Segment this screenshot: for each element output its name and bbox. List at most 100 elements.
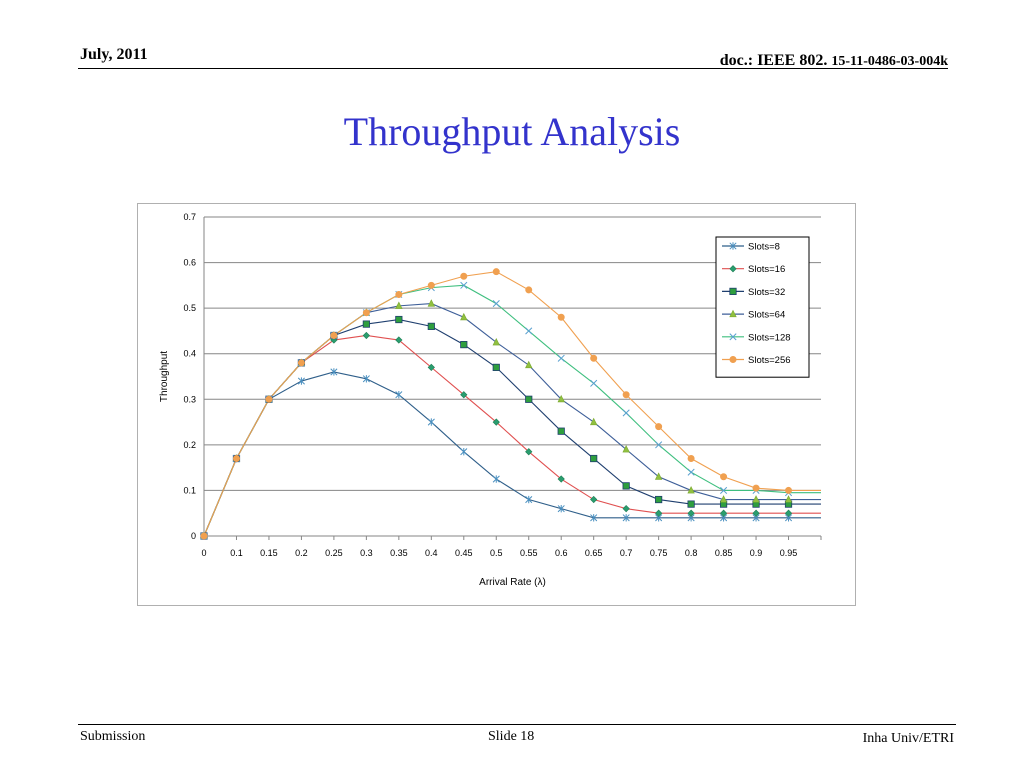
series-line-slots-16: [203, 334, 821, 537]
data-point: [720, 473, 728, 481]
data-point: [525, 395, 533, 403]
data-point: [557, 313, 565, 321]
x-axis-label: Arrival Rate (λ): [479, 577, 546, 588]
y-tick-label: 0.5: [183, 303, 196, 313]
y-tick-label: 0.4: [183, 349, 196, 359]
data-point: [362, 309, 370, 317]
y-tick-label: 0.3: [183, 394, 196, 404]
data-point: [492, 300, 500, 308]
data-point: [687, 468, 695, 476]
slide-title: Throughput Analysis: [343, 109, 681, 154]
data-point: [492, 337, 500, 346]
legend-entry-label: Slots=16: [748, 264, 785, 275]
x-tick-label: 0.7: [620, 548, 633, 558]
legend-entry-label: Slots=8: [748, 242, 780, 253]
footer-slide-number: Slide 18: [488, 729, 535, 744]
data-point: [655, 423, 663, 431]
footer-submission: Submission: [80, 729, 146, 744]
data-point: [729, 242, 737, 250]
data-point: [395, 290, 403, 298]
x-tick-label: 0.65: [585, 548, 603, 558]
data-point: [655, 441, 663, 449]
data-point: [622, 505, 630, 513]
x-tick-label: 0.15: [260, 548, 278, 558]
data-point: [460, 447, 468, 456]
x-tick-label: 0.9: [750, 548, 763, 558]
data-point: [492, 475, 500, 483]
y-axis-label: Throughput: [159, 351, 170, 402]
x-tick-label: 0.4: [425, 548, 438, 558]
data-point: [729, 265, 737, 273]
data-point: [729, 333, 737, 341]
data-point: [589, 417, 598, 426]
data-point: [492, 418, 500, 426]
data-point: [590, 495, 598, 504]
data-point: [729, 356, 737, 364]
legend-entry-label: Slots=32: [748, 287, 785, 298]
data-point: [622, 482, 630, 490]
y-tick-label: 0: [191, 531, 196, 541]
header-doc-id: doc.: IEEE 802. 15-11-0486-03-004k: [720, 52, 948, 70]
data-point: [622, 514, 630, 522]
header-divider: [78, 68, 948, 69]
data-point: [427, 363, 435, 372]
legend-entry-label: Slots=256: [748, 355, 791, 366]
data-point: [590, 454, 598, 463]
data-point: [362, 320, 370, 328]
footer-affiliation: Inha Univ/ETRI: [862, 731, 954, 746]
data-point: [395, 301, 403, 309]
data-point: [525, 360, 533, 369]
data-point: [654, 472, 663, 480]
data-point: [427, 322, 435, 330]
x-tick-label: 0.8: [685, 548, 698, 558]
data-point: [752, 484, 760, 492]
x-tick-label: 0.55: [520, 548, 538, 558]
legend-entry-label: Slots=64: [748, 310, 785, 321]
footer-divider: [78, 724, 956, 725]
data-point: [729, 287, 737, 295]
data-point: [330, 331, 338, 339]
data-point: [719, 495, 728, 503]
data-point: [460, 281, 468, 289]
x-tick-label: 0.95: [780, 548, 798, 558]
data-point: [362, 331, 370, 340]
data-point: [622, 409, 630, 417]
data-point: [687, 509, 695, 517]
y-tick-label: 0.1: [183, 485, 196, 495]
y-tick-label: 0.7: [183, 212, 196, 222]
y-tick-label: 0.6: [183, 258, 196, 268]
data-point: [492, 363, 500, 371]
legend-entry-label: Slots=128: [748, 332, 791, 343]
data-point: [557, 427, 565, 435]
data-point: [729, 309, 737, 318]
data-point: [395, 391, 403, 399]
data-point: [590, 354, 598, 362]
data-point: [784, 495, 793, 503]
data-point: [590, 379, 598, 387]
data-point: [557, 475, 565, 483]
data-point: [395, 336, 403, 344]
x-tick-label: 0.45: [455, 548, 473, 558]
data-point: [492, 268, 500, 276]
data-point: [362, 375, 370, 383]
x-tick-label: 0.25: [325, 548, 343, 558]
data-point: [590, 514, 598, 522]
data-point: [297, 377, 305, 385]
data-point: [460, 391, 468, 399]
x-tick-label: 0.6: [555, 548, 568, 558]
data-point: [525, 286, 533, 294]
data-point: [687, 455, 695, 463]
data-point: [427, 299, 436, 307]
x-tick-label: 0.1: [230, 548, 243, 558]
data-point: [655, 495, 663, 504]
data-point: [460, 340, 468, 349]
chart-container: 0 0.1 0.2 0.3 0.4 0.5 0.6 0.7 0 0.1 0.15 0.2 0.25 0.3…: [137, 203, 856, 606]
data-point: [622, 445, 630, 453]
data-point: [427, 418, 435, 426]
data-point: [785, 486, 793, 494]
x-tick-label: 0.35: [390, 548, 408, 558]
data-point: [557, 354, 565, 362]
data-point: [655, 509, 663, 517]
x-tick-label: 0.3: [360, 548, 373, 558]
data-point: [265, 395, 273, 403]
